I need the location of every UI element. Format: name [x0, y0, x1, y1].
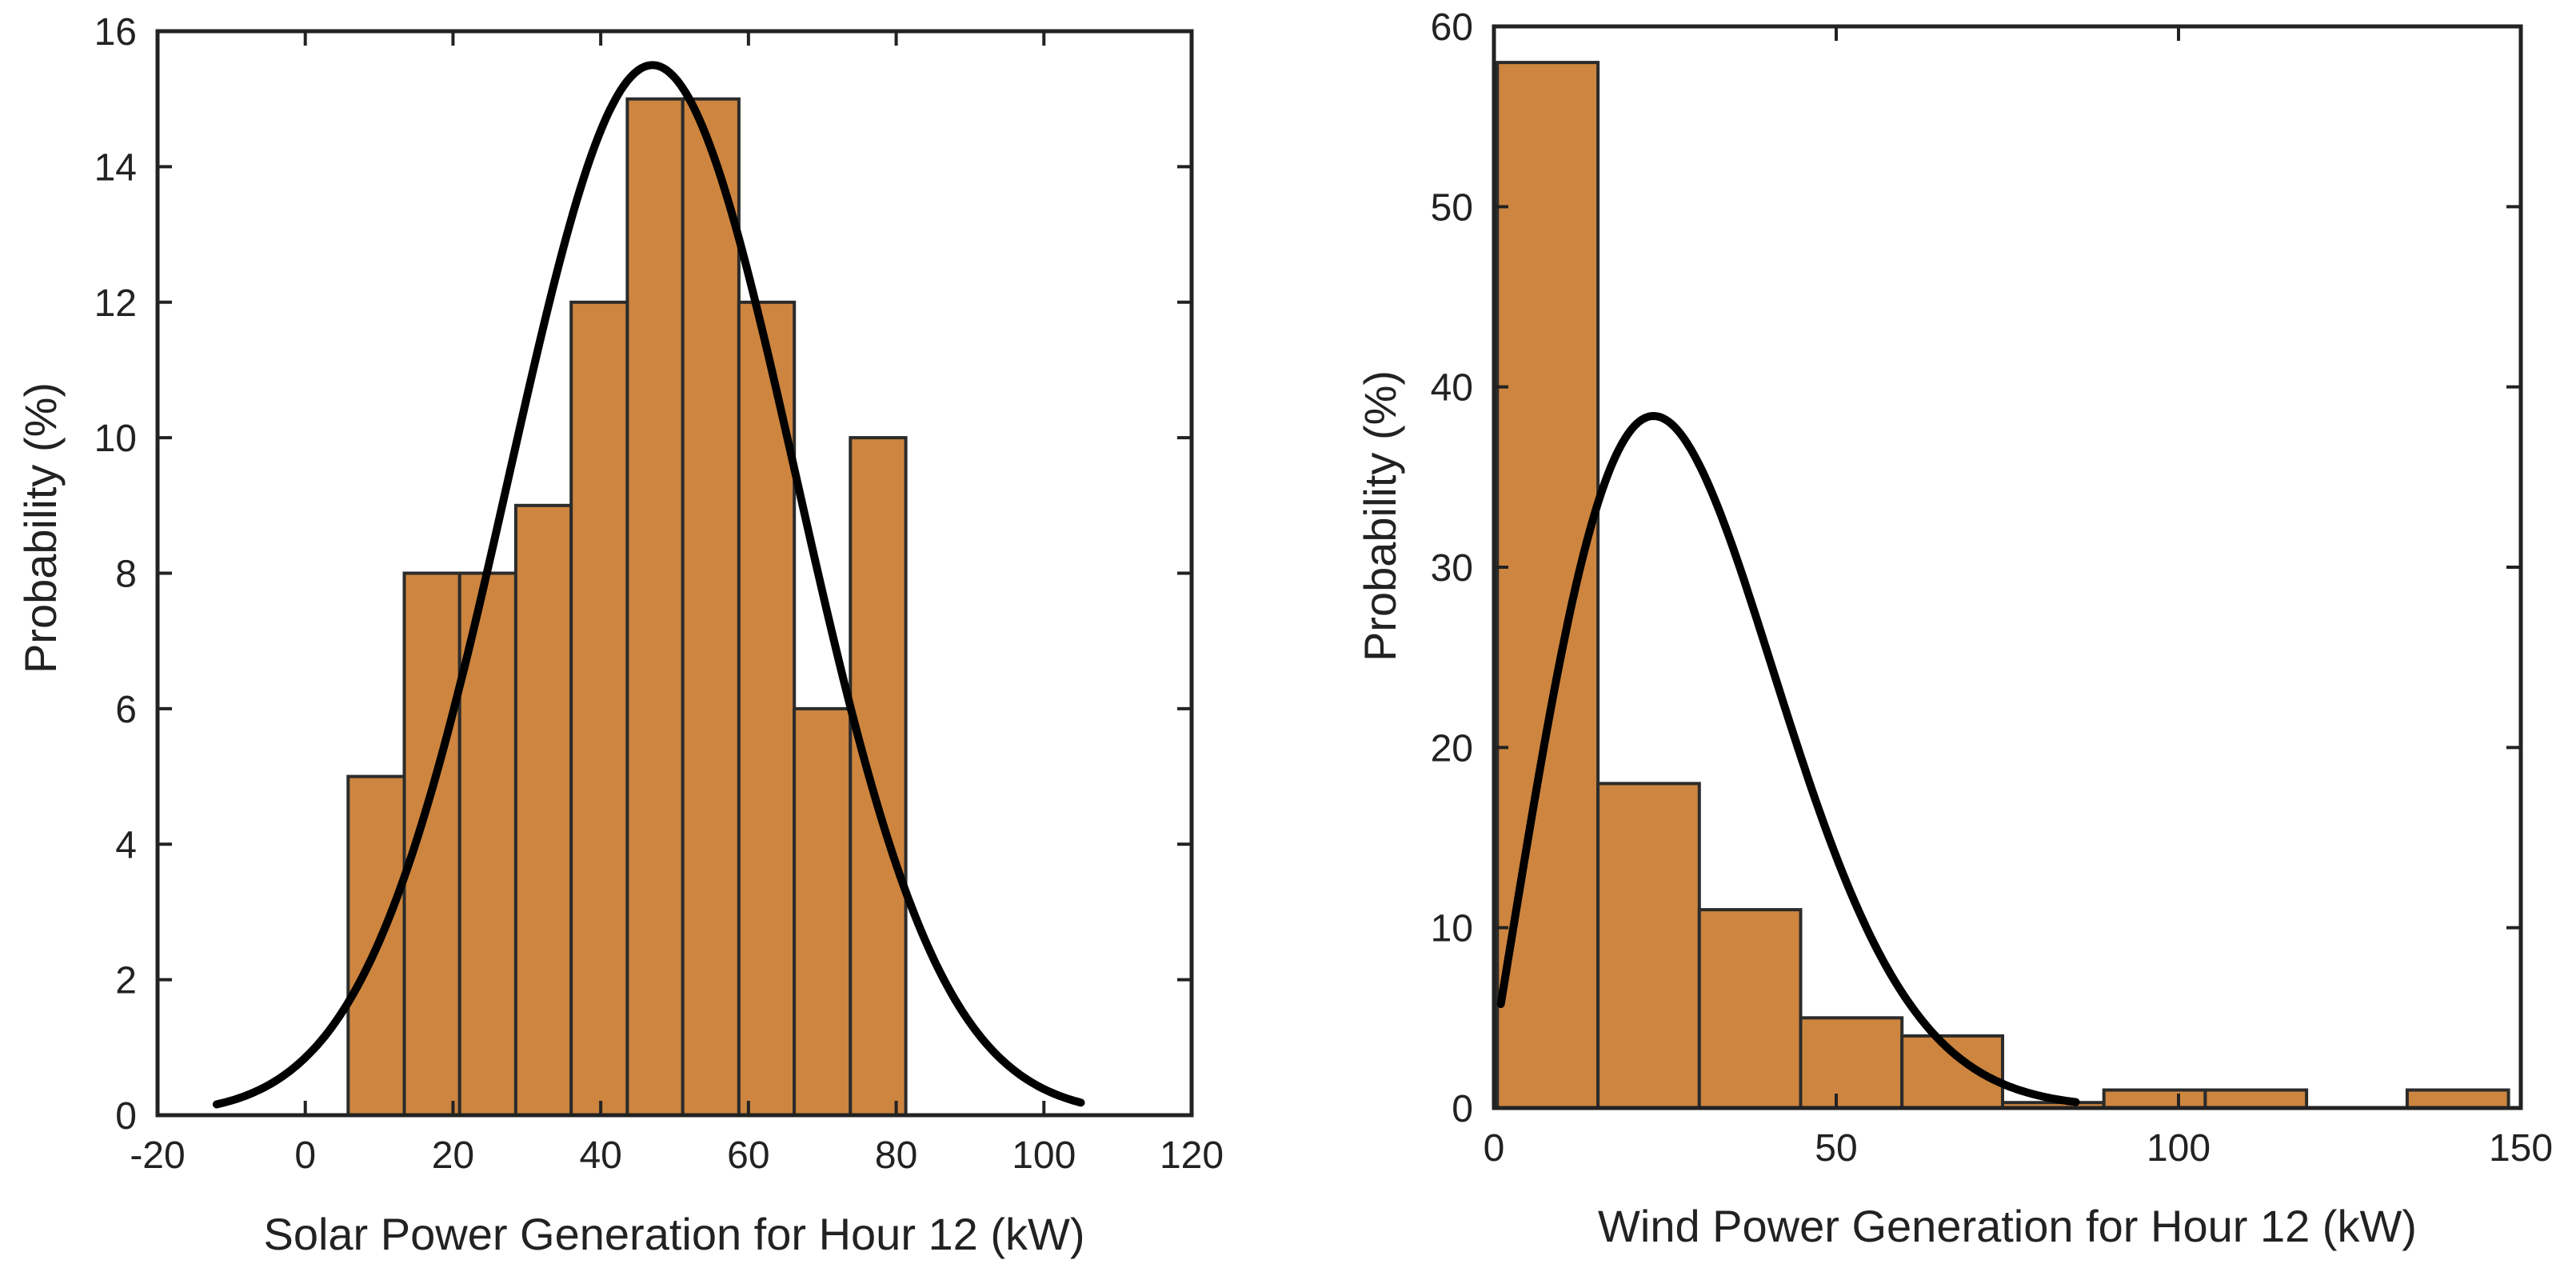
solar-y-axis-label: Probability (%) [15, 382, 66, 674]
solar-xtick-label-3: 40 [579, 1134, 621, 1177]
wind-ytick-label-2: 20 [1431, 727, 1473, 770]
solar-ytick-label-3: 6 [115, 689, 137, 731]
solar-ytick-label-5: 10 [94, 418, 137, 460]
solar-ytick-label-7: 14 [94, 146, 137, 189]
wind-bar-2 [1697, 908, 1803, 1110]
solar-ytick-label-1: 2 [115, 960, 137, 1002]
wind-xtick-label-0: 0 [1484, 1127, 1505, 1170]
solar-bar-4 [569, 300, 629, 1118]
solar-bar-6 [681, 97, 741, 1118]
wind-ytick-label-4: 40 [1431, 367, 1473, 410]
wind-xtick-label-3: 150 [2489, 1127, 2553, 1170]
solar-bar-3 [513, 503, 573, 1117]
wind-bar-6 [2102, 1088, 2207, 1110]
solar-bars [346, 97, 908, 1118]
solar-ytick-label-2: 4 [115, 824, 137, 866]
wind-ticks: 0 50 100 150 0 10 20 30 40 50 60 [1431, 6, 2553, 1170]
solar-xtick-label-0: -20 [130, 1134, 185, 1177]
wind-bar-3 [1799, 1016, 1904, 1110]
wind-bar-7 [2203, 1088, 2309, 1110]
wind-ytick-label-5: 50 [1431, 186, 1473, 229]
wind-ytick-label-3: 30 [1431, 547, 1473, 590]
solar-xtick-label-6: 100 [1012, 1134, 1076, 1177]
solar-xtick-label-7: 120 [1160, 1134, 1224, 1177]
solar-xtick-label-2: 20 [432, 1134, 474, 1177]
solar-ytick-label-6: 12 [94, 282, 137, 325]
wind-ytick-label-6: 60 [1431, 6, 1473, 49]
solar-ytick-label-4: 8 [115, 554, 137, 596]
solar-fitted-curve [212, 61, 1085, 1109]
solar-x-axis-label: Solar Power Generation for Hour 12 (kW) [263, 1209, 1084, 1259]
wind-ytick-label-1: 10 [1431, 908, 1473, 950]
wind-bar-9 [2405, 1088, 2510, 1110]
wind-histogram-chart: 0 50 100 150 0 10 20 30 40 50 60 Wind Power Genera… [1355, 6, 2553, 1251]
solar-ytick-label-0: 0 [115, 1095, 137, 1138]
wind-ytick-label-0: 0 [1452, 1088, 1473, 1130]
wind-xtick-label-1: 50 [1815, 1127, 1857, 1170]
wind-xtick-label-2: 100 [2147, 1127, 2211, 1170]
solar-bar-5 [625, 97, 685, 1118]
solar-xtick-label-5: 80 [875, 1134, 917, 1177]
solar-bar-9 [849, 436, 908, 1117]
solar-xtick-label-4: 60 [727, 1134, 769, 1177]
wind-bar-1 [1596, 782, 1701, 1110]
solar-ytick-label-8: 16 [94, 11, 137, 54]
solar-bar-8 [793, 706, 853, 1118]
solar-xtick-label-1: 0 [294, 1134, 316, 1177]
wind-fitted-curve [1496, 412, 2080, 1106]
wind-x-axis-label: Wind Power Generation for Hour 12 (kW) [1598, 1201, 2417, 1251]
wind-y-axis-label: Probability (%) [1355, 370, 1405, 662]
